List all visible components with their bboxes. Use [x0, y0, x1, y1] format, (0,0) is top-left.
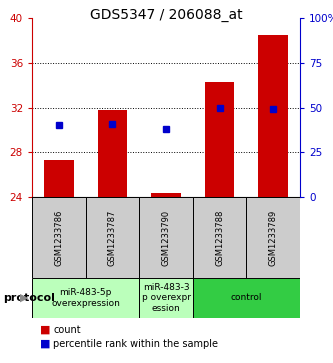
Text: GSM1233789: GSM1233789 — [269, 209, 278, 266]
Bar — [151, 192, 181, 197]
Bar — [205, 82, 234, 197]
Bar — [86, 197, 139, 278]
Bar — [246, 197, 300, 278]
Text: protocol: protocol — [3, 293, 55, 303]
Text: GSM1233790: GSM1233790 — [162, 209, 170, 266]
Text: GSM1233788: GSM1233788 — [215, 209, 224, 266]
Text: ■: ■ — [40, 339, 51, 349]
Bar — [139, 278, 193, 318]
Bar — [32, 278, 139, 318]
Bar — [32, 197, 86, 278]
Bar — [139, 197, 193, 278]
Bar — [193, 197, 246, 278]
Text: miR-483-5p
overexpression: miR-483-5p overexpression — [51, 288, 120, 308]
Text: count: count — [53, 325, 81, 335]
Text: ■: ■ — [40, 325, 51, 335]
Bar — [44, 160, 74, 197]
Text: GSM1233787: GSM1233787 — [108, 209, 117, 266]
Text: percentile rank within the sample: percentile rank within the sample — [53, 339, 218, 349]
Bar — [193, 278, 300, 318]
Text: miR-483-3
p overexpr
ession: miR-483-3 p overexpr ession — [142, 283, 190, 313]
Bar — [98, 110, 127, 197]
Bar — [258, 35, 288, 197]
Text: ▶: ▶ — [20, 293, 29, 303]
Text: GDS5347 / 206088_at: GDS5347 / 206088_at — [90, 8, 243, 22]
Text: control: control — [231, 294, 262, 302]
Text: GSM1233786: GSM1233786 — [54, 209, 63, 266]
